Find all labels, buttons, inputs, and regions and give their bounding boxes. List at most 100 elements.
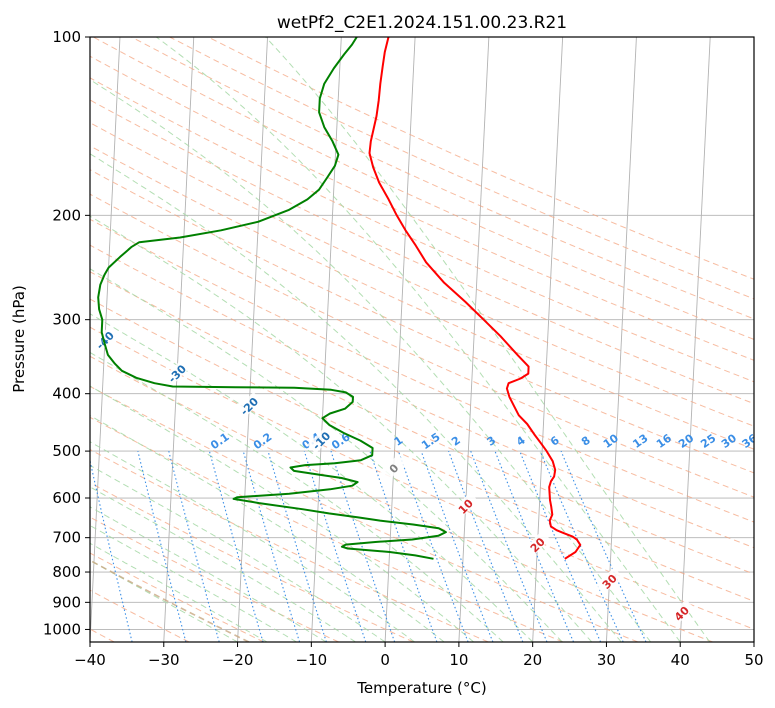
mixing-ratio-label: 3 [485, 434, 499, 449]
dry-adiabat [90, 122, 754, 427]
y-tick-label: 200 [52, 206, 81, 224]
mixing-ratio-line [137, 450, 187, 642]
isotherm-label-bg [235, 392, 262, 419]
moist-adiabat [90, 268, 563, 642]
x-tick-label: 0 [380, 651, 390, 669]
dry-adiabat [90, 482, 414, 642]
mixing-ratio-line [208, 450, 264, 642]
moist-adiabat [90, 79, 652, 642]
mixing-ratio-label: 1 [392, 434, 406, 449]
mixing-ratio-label: 4 [514, 434, 528, 449]
x-axis-title: Temperature (°C) [356, 679, 486, 697]
isotherm-line [310, 37, 342, 642]
moist-adiabat [90, 559, 238, 642]
series-layer [97, 37, 582, 560]
mixing-ratio-label: 2 [449, 434, 463, 449]
mixing-ratio-label: 1.5 [419, 430, 442, 452]
x-tick-label: 50 [744, 651, 763, 669]
isotherm-label-bg [379, 454, 407, 482]
dry-adiabat [90, 589, 190, 642]
mixing-ratio-line [397, 450, 469, 642]
dry-adiabat [207, 37, 754, 280]
x-tick-label: 20 [523, 651, 542, 669]
dry-adiabat [169, 37, 754, 300]
dry-adiabat [90, 552, 265, 642]
isotherm-label-bg [523, 530, 551, 558]
moist-adiabat [90, 215, 593, 642]
mixing-ratio-line [303, 450, 367, 642]
y-tick-label: 400 [52, 385, 81, 403]
dry-adiabat [90, 218, 754, 523]
moist-adiabat [90, 524, 297, 642]
x-tick-label: 30 [597, 651, 616, 669]
x-tick-label: 40 [671, 651, 690, 669]
moist-adiabat [90, 385, 474, 642]
x-tick-label: −20 [222, 651, 254, 669]
moist-adiabat [90, 506, 327, 642]
dry-adiabat [90, 326, 754, 630]
dry-adiabat [90, 193, 754, 498]
moist-adiabat [156, 37, 681, 642]
isotherm-label-bg [307, 426, 335, 454]
dewpoint-profile-line [97, 37, 447, 560]
isotherm-line [237, 37, 268, 642]
plot-frame [89, 36, 755, 643]
mixing-ratio-label: 13 [630, 432, 650, 451]
chart-title: wetPf2_C2E1.2024.151.00.23.R21 [277, 13, 567, 33]
dry-adiabat [131, 37, 754, 320]
mixing-ratio-label: 30 [719, 431, 739, 451]
dry-adiabat [90, 416, 564, 642]
moist-adiabat [90, 486, 356, 642]
isotherm-line [605, 37, 637, 642]
mixing-ratio-label: 0.6 [329, 430, 353, 452]
isotherm-label-bg [162, 359, 190, 387]
moist-adiabat [90, 414, 445, 642]
y-tick-label: 800 [52, 563, 81, 581]
mixing-ratio-line [420, 450, 494, 642]
x-tick-label: −40 [74, 651, 106, 669]
temperature-profile-line [368, 37, 582, 560]
ice-adiabat [90, 559, 250, 642]
mixing-ratio-line [242, 450, 301, 642]
dry-adiabat [90, 271, 754, 575]
y-tick-label: 900 [52, 593, 81, 611]
isotherm-line [458, 37, 490, 642]
dry-adiabat [90, 385, 638, 642]
mixing-ratio-line [470, 450, 548, 642]
isotherm-label-bg [667, 599, 695, 627]
x-tick-label: 10 [449, 651, 468, 669]
dry-adiabat [90, 55, 754, 361]
mixing-ratio-label: 10 [601, 431, 621, 451]
mixing-ratio-line [267, 450, 327, 642]
moist-adiabat [90, 153, 622, 642]
x-tick-label: −30 [148, 651, 180, 669]
y-axis-title: Pressure (hPa) [10, 285, 28, 393]
y-tick-label: 300 [52, 311, 81, 329]
mixing-ratio-line [168, 450, 220, 642]
y-tick-label: 100 [52, 28, 81, 46]
isotherm-line [163, 37, 195, 642]
isotherm-label-bg [451, 492, 479, 520]
mixing-ratio-label: 36 [740, 431, 760, 451]
mixing-ratio-line [494, 450, 575, 642]
mixing-ratio-label: 20 [676, 431, 696, 451]
y-tick-label: 500 [52, 442, 81, 460]
moist-adiabat [90, 542, 268, 642]
y-tick-label: 600 [52, 489, 81, 507]
tick-layer: −40 −30 −20 −10 0 10 20 30 40 50 100 200 300 400 500 60… [43, 28, 764, 669]
moist-adiabat [90, 464, 386, 642]
isotherm-label-bg [595, 567, 623, 595]
grid-layer [90, 37, 754, 642]
mixing-ratio-line [560, 450, 647, 642]
moist-adiabat [90, 313, 534, 642]
mixing-ratio-line [448, 450, 524, 642]
mixing-ratio-label: 8 [579, 434, 593, 449]
mixing-ratio-line [90, 458, 133, 642]
mixing-ratio-line [330, 450, 396, 642]
y-tick-label: 700 [52, 529, 81, 547]
moist-adiabat [265, 37, 711, 642]
x-tick-label: −10 [296, 651, 328, 669]
isotherm-line [679, 37, 711, 642]
mixing-ratio-line [369, 450, 438, 642]
